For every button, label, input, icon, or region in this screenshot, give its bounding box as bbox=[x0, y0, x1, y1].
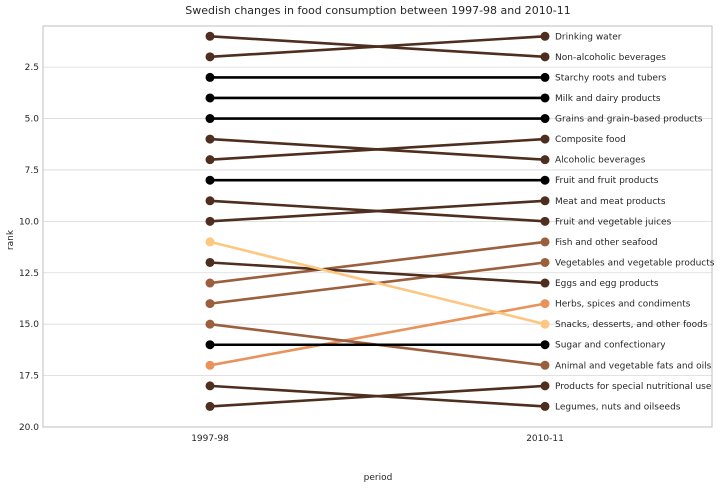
series-point bbox=[205, 175, 215, 185]
series-11 bbox=[205, 237, 550, 288]
category-label: Drinking water bbox=[555, 32, 622, 42]
series-15 bbox=[205, 237, 550, 329]
series-point bbox=[540, 360, 550, 370]
series-line bbox=[208, 240, 547, 285]
series-point bbox=[205, 381, 215, 391]
series-point bbox=[540, 134, 550, 144]
series-point bbox=[540, 340, 550, 350]
series-point bbox=[205, 401, 215, 411]
series-point bbox=[540, 114, 550, 124]
chart-title: Swedish changes in food consumption betw… bbox=[185, 4, 570, 17]
category-label: Products for special nutritional use bbox=[555, 382, 712, 392]
series-point bbox=[540, 93, 550, 103]
series-point bbox=[540, 299, 550, 309]
series-point bbox=[205, 31, 215, 41]
category-label: Herbs, spices and condiments bbox=[555, 300, 691, 310]
series-line bbox=[208, 137, 547, 161]
series-point bbox=[540, 52, 550, 62]
series-point bbox=[205, 216, 215, 226]
series-point bbox=[540, 401, 550, 411]
x-tick-label: 2010-11 bbox=[526, 434, 564, 444]
category-labels: Drinking water Non-alcoholic beverages Sta… bbox=[555, 32, 715, 412]
series-line bbox=[208, 240, 547, 326]
x-axis-ticks: 1997-98 2010-11 bbox=[191, 434, 564, 444]
series-point bbox=[205, 278, 215, 288]
series-line bbox=[208, 261, 547, 285]
category-label: Milk and dairy products bbox=[555, 94, 661, 104]
y-tick-label: 10.0 bbox=[19, 217, 39, 227]
category-label: Composite food bbox=[555, 135, 626, 145]
series-point bbox=[540, 155, 550, 165]
series-point bbox=[205, 340, 215, 350]
series-point bbox=[540, 175, 550, 185]
series-line bbox=[208, 384, 547, 408]
series-4 bbox=[205, 93, 550, 103]
plot-frame bbox=[42, 25, 713, 428]
y-axis-ticks: 2.5 5.0 7.5 10.0 12.5 15.0 17.5 20.0 bbox=[19, 63, 39, 433]
series-line bbox=[208, 302, 547, 367]
series-point bbox=[540, 216, 550, 226]
series-point bbox=[205, 72, 215, 82]
series-16 bbox=[205, 340, 550, 350]
y-axis-label: rank bbox=[6, 229, 16, 250]
y-tick-label: 5.0 bbox=[25, 115, 40, 125]
series-point bbox=[205, 196, 215, 206]
category-label: Legumes, nuts and oilseeds bbox=[555, 402, 681, 412]
category-label: Grains and grain-based products bbox=[555, 115, 703, 125]
category-label: Snacks, desserts, and other foods bbox=[555, 320, 708, 330]
series-5 bbox=[205, 114, 550, 124]
x-axis-label: period bbox=[364, 473, 393, 483]
series-point bbox=[205, 257, 215, 267]
series-point bbox=[540, 381, 550, 391]
series-line bbox=[208, 34, 547, 59]
category-label: Sugar and confectionary bbox=[555, 341, 666, 351]
series-point bbox=[540, 196, 550, 206]
series-point bbox=[540, 72, 550, 82]
series-point bbox=[205, 237, 215, 247]
series-point bbox=[540, 257, 550, 267]
category-label: Fish and other seafood bbox=[555, 238, 658, 248]
series-lines bbox=[205, 31, 550, 411]
series-point bbox=[205, 52, 215, 62]
series-7 bbox=[205, 134, 550, 165]
category-label: Animal and vegetable fats and oils bbox=[555, 361, 712, 371]
series-2 bbox=[205, 31, 550, 62]
series-point bbox=[205, 319, 215, 329]
category-label: Non-alcoholic beverages bbox=[555, 53, 666, 63]
category-label: Meat and meat products bbox=[555, 197, 666, 207]
series-point bbox=[540, 237, 550, 247]
series-point bbox=[540, 31, 550, 41]
series-line bbox=[208, 199, 547, 223]
y-tick-label: 20.0 bbox=[19, 423, 39, 433]
series-point bbox=[205, 134, 215, 144]
series-8 bbox=[205, 175, 550, 185]
series-point bbox=[205, 114, 215, 124]
series-14 bbox=[205, 299, 550, 370]
series-point bbox=[205, 93, 215, 103]
series-point bbox=[205, 155, 215, 165]
category-label: Fruit and vegetable juices bbox=[555, 217, 672, 227]
x-tick-label: 1997-98 bbox=[191, 434, 229, 444]
category-label: Starchy roots and tubers bbox=[555, 73, 667, 83]
series-point bbox=[205, 360, 215, 370]
series-3 bbox=[205, 72, 550, 82]
series-point bbox=[540, 278, 550, 288]
category-label: Eggs and egg products bbox=[555, 279, 659, 289]
y-tick-label: 7.5 bbox=[25, 166, 39, 176]
series-13 bbox=[205, 257, 550, 288]
y-tick-label: 12.5 bbox=[19, 269, 39, 279]
y-tick-label: 2.5 bbox=[25, 63, 39, 73]
y-tick-label: 15.0 bbox=[19, 320, 39, 330]
series-point bbox=[540, 319, 550, 329]
y-tick-label: 17.5 bbox=[19, 372, 39, 382]
category-label: Fruit and fruit products bbox=[555, 176, 659, 186]
series-10 bbox=[205, 196, 550, 226]
category-label: Vegetables and vegetable products bbox=[555, 258, 715, 268]
series-point bbox=[205, 299, 215, 309]
series-19 bbox=[205, 381, 550, 411]
category-label: Alcoholic beverages bbox=[555, 156, 646, 166]
